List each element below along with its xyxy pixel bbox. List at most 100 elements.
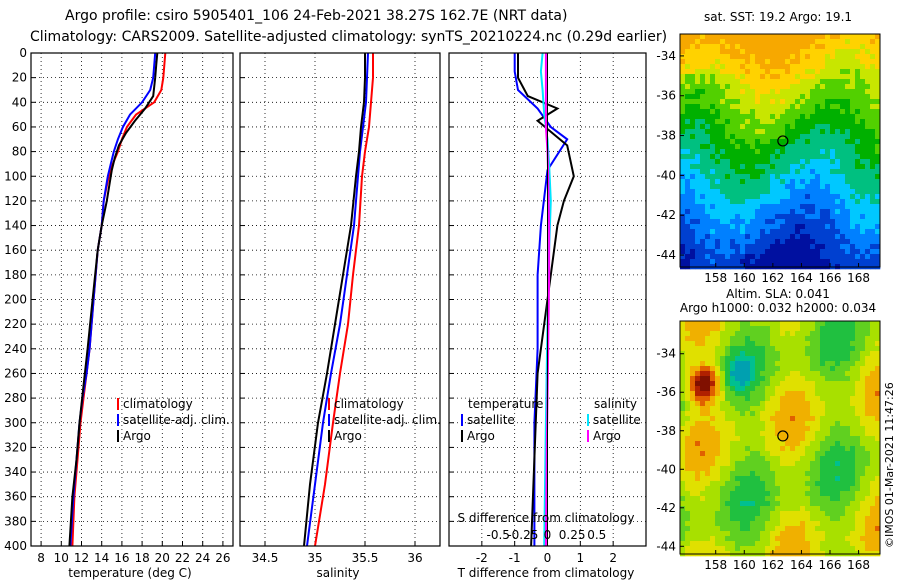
map-cell: [735, 531, 741, 537]
map-cell: [860, 481, 866, 487]
salinity-legend: climatology satellite-adj. clim. Argo: [328, 397, 441, 443]
map-cell: [695, 336, 701, 342]
map-cell: [685, 331, 691, 337]
map-cell: [730, 436, 736, 442]
map-cell: [845, 381, 851, 387]
y-tick-label: 160: [4, 243, 27, 257]
map-cell: [695, 446, 701, 452]
y-tick-label: 360: [4, 490, 27, 504]
map-cell: [845, 114, 851, 120]
map-cell: [690, 109, 696, 115]
map-cell: [820, 371, 826, 377]
map-cell: [715, 69, 721, 75]
map-cell: [805, 204, 811, 210]
map-cell: [800, 124, 806, 130]
map-cell: [810, 94, 816, 100]
map-cell: [685, 381, 691, 387]
map-cell: [720, 59, 726, 65]
map-cell: [810, 129, 816, 135]
map-cell: [680, 169, 686, 175]
map-cell: [695, 179, 701, 185]
map-cell: [740, 491, 746, 497]
map-cell: [800, 421, 806, 427]
map-cell: [700, 49, 706, 55]
map-cell: [800, 471, 806, 477]
map-cell: [785, 224, 791, 230]
map-cell: [735, 129, 741, 135]
map-cell: [680, 234, 686, 240]
map-cell: [850, 541, 856, 547]
map-cell: [865, 119, 871, 125]
map-cell: [770, 371, 776, 377]
map-cell: [750, 144, 756, 150]
map-cell: [780, 59, 786, 65]
map-cell: [690, 461, 696, 467]
map-cell: [790, 471, 796, 477]
map-cell: [875, 321, 881, 327]
map-cell: [800, 396, 806, 402]
map-cell: [855, 259, 861, 265]
map-cell: [695, 194, 701, 200]
map-cell: [680, 356, 686, 362]
map-cell: [820, 531, 826, 537]
map-cell: [775, 506, 781, 512]
map-cell: [750, 541, 756, 547]
x-tick-label: 26: [215, 551, 230, 565]
map-cell: [810, 184, 816, 190]
map-cell: [845, 521, 851, 527]
map-cell: [750, 114, 756, 120]
map-cell: [745, 411, 751, 417]
map-cell: [815, 446, 821, 452]
temperature-legend: climatology satellite-adj. clim. Argo: [117, 397, 230, 443]
map-cell: [730, 381, 736, 387]
map-cell: [840, 34, 846, 40]
map-cell: [695, 154, 701, 160]
map-cell: [760, 74, 766, 80]
map-cell: [780, 64, 786, 70]
map-cell: [785, 199, 791, 205]
map-cell: [695, 456, 701, 462]
map-cell: [705, 179, 711, 185]
map-cell: [815, 421, 821, 427]
map-cell: [730, 194, 736, 200]
map-cell: [835, 209, 841, 215]
map-cell: [750, 259, 756, 265]
map-cell: [830, 536, 836, 542]
map-cell: [845, 526, 851, 532]
map-cell: [830, 144, 836, 150]
map-cell: [775, 99, 781, 105]
map-cell: [725, 139, 731, 145]
map-cell: [830, 64, 836, 70]
map-cell: [785, 59, 791, 65]
map-cell: [840, 109, 846, 115]
map-cell: [865, 476, 871, 482]
map-cell: [735, 34, 741, 40]
map-cell: [795, 159, 801, 165]
map-cell: [740, 486, 746, 492]
map-cell: [745, 139, 751, 145]
map-cell: [815, 199, 821, 205]
map-cell: [775, 426, 781, 432]
map-cell: [805, 441, 811, 447]
map-cell: [760, 396, 766, 402]
map-cell: [700, 199, 706, 205]
map-cell: [820, 79, 826, 85]
map-cell: [785, 104, 791, 110]
map-cell: [860, 154, 866, 160]
map-cell: [750, 436, 756, 442]
map-cell: [770, 89, 776, 95]
map-cell: [735, 496, 741, 502]
map-cell: [805, 416, 811, 422]
map-cell: [760, 169, 766, 175]
map-cell: [775, 471, 781, 477]
map-cell: [785, 506, 791, 512]
map-cell: [800, 194, 806, 200]
map-cell: [765, 104, 771, 110]
map-cell: [845, 254, 851, 260]
map-cell: [805, 244, 811, 250]
map-cell: [760, 416, 766, 422]
map-cell: [700, 516, 706, 522]
map-cell: [740, 249, 746, 255]
map-cell: [830, 104, 836, 110]
map-cell: [695, 234, 701, 240]
